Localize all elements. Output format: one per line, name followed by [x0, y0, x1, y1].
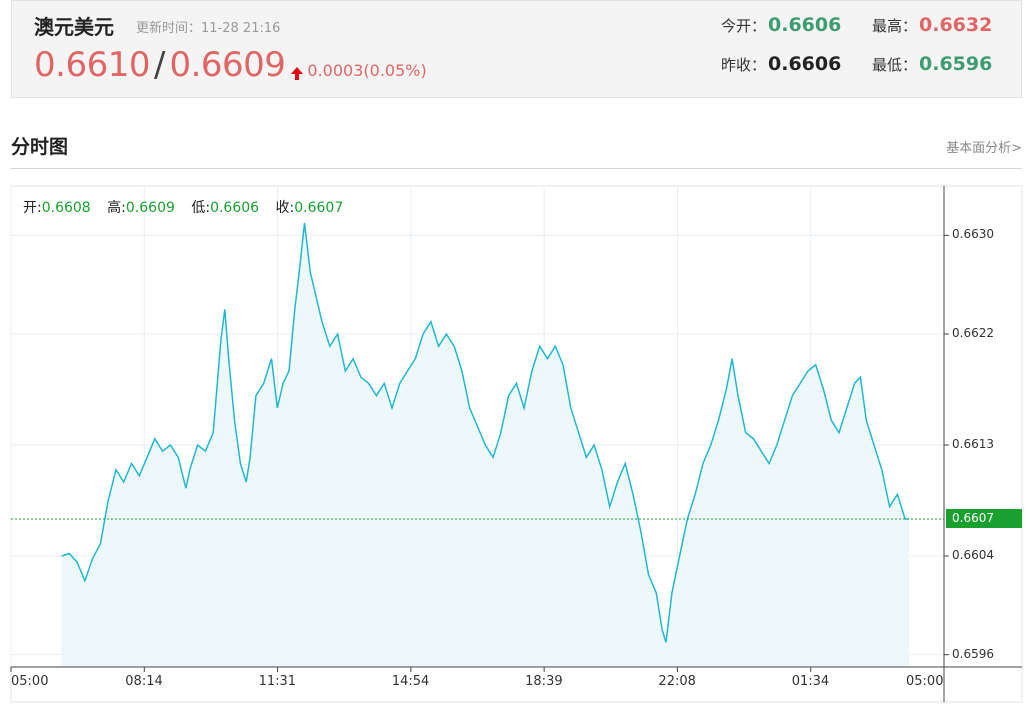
price-change: 0.0003(0.05%) — [307, 61, 427, 80]
update-time-value: 11-28 21:16 — [201, 21, 281, 36]
x-tick-label: 05:00 — [906, 674, 944, 689]
update-time-label: 更新时间： — [136, 21, 202, 36]
x-tick-label: 05:00 — [11, 674, 49, 689]
ohlc-high-value: 0.6609 — [125, 200, 175, 216]
quote-panel: 澳元美元 更新时间：11-28 21:16 0.6610/0.6609 0.000… — [11, 0, 1022, 98]
y-tick-label: 0.6622 — [952, 326, 994, 340]
y-tick-marks — [944, 234, 949, 656]
y-tick-label: 0.6604 — [952, 548, 994, 562]
ohlc-low-label: 低: — [191, 200, 211, 216]
x-tick-label: 18:39 — [525, 674, 563, 689]
stat-high: 最高： 0.6632 — [872, 14, 992, 36]
stat-open-value: 0.6606 — [768, 14, 842, 36]
stat-prev-close-value: 0.6606 — [768, 53, 842, 75]
stat-low-value: 0.6596 — [919, 53, 993, 75]
bid-price: 0.6610 — [34, 45, 150, 85]
x-tick-label: 01:34 — [791, 674, 830, 689]
ohlc-close-label: 收: — [275, 200, 295, 216]
ohlc-open-value: 0.6608 — [41, 200, 91, 216]
update-time: 更新时间：11-28 21:16 — [136, 17, 280, 36]
y-tick-label: 0.6596 — [952, 646, 994, 661]
stat-low-label: 最低： — [872, 56, 918, 74]
ohlc-high-label: 高: — [107, 200, 126, 216]
price-line — [61, 222, 909, 643]
section-divider — [11, 168, 1022, 169]
stat-open: 今开： 0.6606 — [721, 14, 841, 36]
stat-high-label: 最高： — [872, 17, 918, 35]
x-tick-label: 08:14 — [125, 674, 163, 689]
stat-high-value: 0.6632 — [919, 14, 993, 36]
price-row: 0.6610/0.6609 0.0003(0.05%) — [34, 45, 427, 85]
ohlc-close-value: 0.6607 — [294, 200, 344, 216]
section-title: 分时图 — [11, 136, 69, 158]
ohlc-high: 高:0.6609 — [107, 200, 175, 216]
x-tick-label: 22:08 — [658, 674, 696, 689]
stat-low: 最低： 0.6596 — [872, 53, 992, 75]
ohlc-open-label: 开: — [23, 200, 42, 216]
stat-open-label: 今开： — [721, 17, 767, 35]
price-separator: / — [153, 45, 166, 85]
ohlc-readout: 开:0.6608 高:0.6609 低:0.6606 收:0.6607 — [23, 197, 343, 217]
ohlc-low-value: 0.6606 — [210, 200, 260, 216]
x-tick-label: 11:31 — [258, 674, 297, 689]
ohlc-close: 收:0.6607 — [276, 200, 344, 216]
ask-price: 0.6609 — [169, 45, 286, 85]
y-tick-label: 0.6630 — [952, 227, 994, 242]
arrow-up-icon — [291, 67, 304, 80]
stat-prev-close: 昨收： 0.6606 — [721, 53, 841, 75]
ohlc-low: 低:0.6606 — [191, 200, 259, 216]
stat-prev-close-label: 昨收： — [721, 56, 767, 74]
ohlc-open: 开:0.6608 — [23, 200, 91, 216]
x-tick-marks — [10, 667, 945, 672]
fundamental-analysis-link[interactable]: 基本面分析> — [946, 141, 1022, 156]
symbol-name: 澳元美元 — [34, 15, 114, 39]
x-tick-label: 14:54 — [391, 674, 430, 689]
last-price-tag: 0.6607 — [946, 509, 1022, 528]
y-tick-label: 0.6613 — [952, 437, 994, 451]
